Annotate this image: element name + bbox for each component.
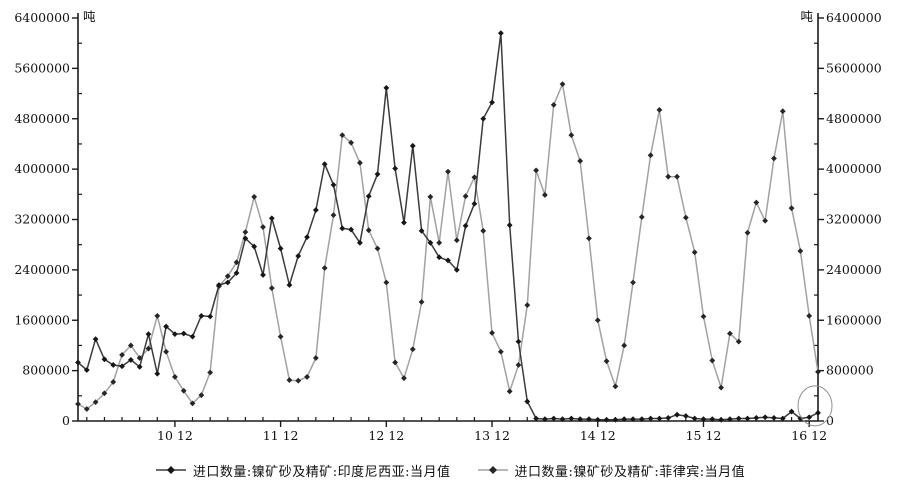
series-markers-0 [75, 30, 821, 423]
y-axis-label-right: 0 [826, 413, 834, 428]
series-markers-1 [75, 81, 821, 412]
x-axis-label: 10 12 [157, 428, 193, 443]
chart-legend: 进口数量:镍矿砂及精矿:印度尼西亚:当月值 进口数量:镍矿砂及精矿:菲律宾:当月… [0, 457, 900, 483]
legend-marker-philippines-icon [477, 466, 508, 474]
endpoint-highlight-circle [797, 385, 833, 427]
y-axis-label-left: 4800000 [14, 111, 70, 126]
y-axis-label-right: 1600000 [826, 312, 882, 327]
legend-label-indonesia: 进口数量:镍矿砂及精矿:印度尼西亚:当月值 [192, 464, 451, 480]
y-axis-label-right: 800000 [826, 363, 874, 378]
x-axis-label: 16 12 [791, 428, 827, 443]
y-axis-label-left: 1600000 [14, 312, 70, 327]
line-chart-canvas: 0 0 800000 800000 1600000 1600000 2400000 24000… [14, 9, 882, 443]
x-axis-label: 12 12 [368, 428, 404, 443]
series-line-1 [77, 83, 819, 410]
x-axis-label: 14 12 [580, 428, 616, 443]
y-axis-label-right: 5600000 [826, 60, 882, 75]
y-axis-label-right: 4800000 [826, 111, 882, 126]
y-axis-label-left: 5600000 [14, 60, 70, 75]
y-axis-label-right: 3200000 [826, 212, 882, 227]
y-axis-label-right: 6400000 [826, 10, 882, 25]
y-axis-label-left: 2400000 [14, 262, 70, 277]
y-axis-label-left: 800000 [22, 363, 70, 378]
legend-marker-indonesia-icon [155, 466, 186, 474]
series-line-0 [77, 32, 819, 421]
legend-item-indonesia: 进口数量:镍矿砂及精矿:印度尼西亚:当月值 [155, 461, 451, 480]
legend-label-philippines: 进口数量:镍矿砂及精矿:菲律宾:当月值 [514, 464, 746, 480]
unit-label-left: 吨 [83, 9, 96, 24]
unit-label-right: 吨 [800, 9, 813, 24]
legend-item-philippines: 进口数量:镍矿砂及精矿:菲律宾:当月值 [477, 461, 746, 480]
x-axis-label: 11 12 [263, 428, 299, 443]
y-axis-label-left: 3200000 [14, 212, 70, 227]
y-axis-label-left: 6400000 [14, 10, 70, 25]
x-axis-label: 13 12 [474, 428, 510, 443]
x-axis-label: 15 12 [686, 428, 722, 443]
y-axis-label-left: 0 [62, 413, 70, 428]
y-axis-label-left: 4000000 [14, 161, 70, 176]
y-axis-label-right: 4000000 [826, 161, 882, 176]
y-axis-label-right: 2400000 [826, 262, 882, 277]
